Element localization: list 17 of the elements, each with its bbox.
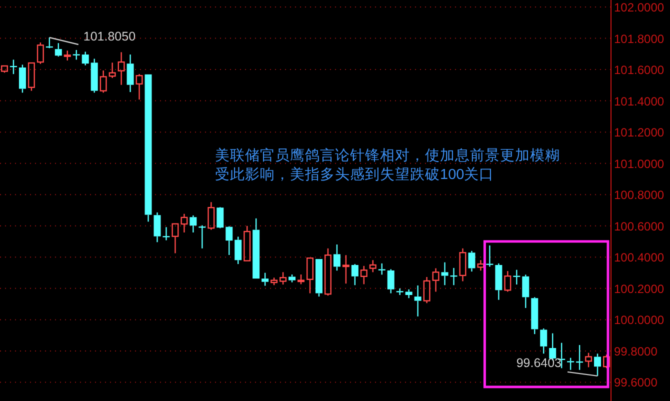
- annotation: 美联储官员鹰鸽言论针锋相对，使加息前景更加模糊: [215, 147, 560, 164]
- y-tick-label: 99.6000: [614, 376, 658, 390]
- y-tick-label: 100.2000: [614, 282, 664, 296]
- annotation: 99.6403: [516, 356, 562, 370]
- y-tick-label: 99.8000: [614, 344, 658, 358]
- y-tick-label: 100.0000: [614, 313, 664, 328]
- y-tick-label: 102.0000: [614, 0, 664, 14]
- y-tick-label: 101.8000: [614, 32, 664, 46]
- annotation: 101.8050: [83, 29, 136, 44]
- y-tick-label: 101.0000: [614, 156, 664, 171]
- y-tick-label: 100.6000: [614, 219, 664, 234]
- y-tick-label: 101.2000: [614, 126, 664, 140]
- y-tick-label: 100.8000: [614, 188, 664, 202]
- annotation: 受此影响，美指多头感到失望跌破100关口: [215, 166, 494, 183]
- y-tick-label: 101.6000: [614, 63, 664, 78]
- y-tick-label: 101.4000: [614, 94, 664, 108]
- y-tick-label: 100.4000: [614, 250, 664, 265]
